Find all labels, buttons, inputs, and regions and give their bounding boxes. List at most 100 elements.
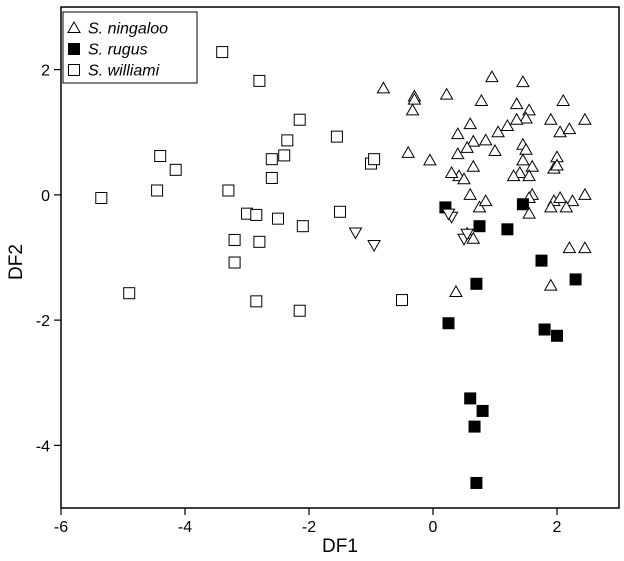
- triangle-up-point: [516, 153, 530, 166]
- filled-square-point: [473, 220, 486, 233]
- triangle-up-point: [556, 93, 571, 106]
- open-square-point: [222, 184, 235, 197]
- triangle-up-point: [466, 231, 481, 244]
- triangle-up-point: [525, 159, 540, 172]
- open-square-point: [281, 134, 294, 147]
- filled-square-point: [535, 254, 548, 267]
- triangle-up-point: [407, 92, 422, 105]
- triangle-up-point: [509, 97, 524, 110]
- triangle-up-point: [450, 147, 465, 160]
- triangle-up-point: [423, 153, 437, 166]
- triangle-up-point: [449, 284, 463, 297]
- open-square-point: [250, 295, 263, 308]
- triangle-up-point: [509, 112, 524, 125]
- triangle-up-point: [559, 200, 574, 213]
- open-square-point: [330, 130, 343, 143]
- open-square-point: [278, 149, 291, 162]
- open-square-point: [265, 171, 278, 184]
- triangle-up-point: [488, 144, 502, 157]
- open-square-point: [253, 235, 266, 248]
- filled-square-point: [464, 392, 477, 405]
- filled-square-point: [501, 223, 514, 236]
- open-square-point: [169, 163, 182, 176]
- open-square-point: [396, 294, 408, 307]
- x-tick-label: -2: [302, 519, 316, 536]
- triangle-up-point: [519, 142, 533, 155]
- triangle-up-point: [450, 127, 465, 140]
- triangle-up-point: [553, 125, 567, 138]
- triangle-up-point: [506, 169, 521, 182]
- filled-square-point: [470, 476, 483, 489]
- filled-square-point: [476, 404, 489, 417]
- legend-label: S. williami: [88, 63, 160, 80]
- triangle-up-point: [522, 169, 536, 182]
- triangle-up-point: [565, 194, 580, 207]
- legend-marker-triangle-up-point: [67, 20, 81, 33]
- triangle-up-point: [463, 117, 478, 130]
- open-square-point: [272, 212, 284, 225]
- open-square-point: [265, 153, 278, 166]
- open-square-point: [253, 74, 266, 87]
- open-square-point: [250, 208, 263, 221]
- triangle-up-point: [519, 111, 533, 124]
- triangle-up-point: [522, 206, 536, 219]
- triangle-up-point: [578, 112, 592, 125]
- triangle-up-point: [460, 140, 474, 153]
- triangle-up-point: [485, 70, 499, 83]
- triangle-up-point: [439, 87, 454, 100]
- filled-square-point: [470, 277, 483, 290]
- y-axis-title: DF2: [6, 244, 27, 280]
- triangle-up-point: [553, 190, 567, 204]
- triangle-up-point: [500, 118, 515, 131]
- triangle-up-point: [543, 112, 558, 125]
- data-points: [95, 46, 592, 489]
- open-square-point: [95, 192, 108, 205]
- triangle-down-point: [441, 208, 456, 221]
- legend-box: [62, 11, 198, 84]
- triangle-up-point: [491, 125, 505, 138]
- x-axis-title: DF1: [322, 536, 358, 557]
- legend-label: S. rugus: [88, 42, 148, 59]
- open-square-point: [216, 46, 229, 59]
- triangle-down-point: [348, 227, 363, 240]
- triangle-up-point: [474, 93, 489, 106]
- legend-marker-filled-square-point: [68, 43, 80, 55]
- open-square-point: [334, 205, 346, 218]
- filled-square-point: [468, 420, 481, 433]
- triangle-up-point: [478, 133, 493, 146]
- triangle-up-point: [457, 172, 471, 185]
- open-square-point: [151, 184, 164, 197]
- legend: S. ningaloo S. rugus S. williami: [62, 11, 198, 84]
- open-square-point: [228, 233, 241, 246]
- triangle-down-point: [460, 228, 474, 241]
- triangle-up-point: [562, 122, 577, 135]
- triangle-up-point: [550, 158, 564, 171]
- x-tick-label: 0: [429, 519, 438, 536]
- filled-square-point: [538, 323, 551, 336]
- triangle-up-point: [522, 103, 536, 116]
- triangle-down-point: [367, 239, 381, 252]
- filled-square-point: [516, 198, 529, 211]
- axis-ticks: -6 -4 -2 0 2 2 0 -2 -4: [36, 63, 562, 536]
- y-tick-label: -4: [36, 438, 50, 455]
- open-square-point: [293, 113, 306, 126]
- triangle-up-point: [466, 134, 481, 147]
- y-tick-label: 2: [41, 63, 50, 80]
- open-square-point: [368, 153, 381, 166]
- legend-label: S. ningaloo: [88, 21, 168, 38]
- triangle-up-point: [405, 103, 420, 116]
- triangle-up-point: [376, 81, 391, 94]
- triangle-up-point: [543, 200, 558, 213]
- x-tick-label: -6: [54, 519, 68, 536]
- open-square-point: [154, 150, 167, 163]
- open-square-point: [293, 304, 306, 317]
- filled-square-point: [442, 317, 455, 330]
- y-tick-label: -2: [36, 313, 50, 330]
- triangle-up-point: [463, 187, 478, 200]
- triangle-up-point: [562, 241, 577, 254]
- triangle-up-point: [401, 145, 416, 158]
- open-square-point: [296, 220, 309, 233]
- open-square-point: [123, 287, 136, 300]
- triangle-up-point: [466, 159, 481, 172]
